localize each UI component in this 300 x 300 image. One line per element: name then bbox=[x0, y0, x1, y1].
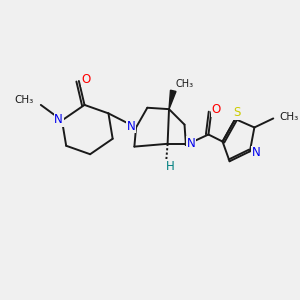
Text: CH₃: CH₃ bbox=[176, 79, 194, 89]
Text: N: N bbox=[54, 113, 63, 126]
Text: CH₃: CH₃ bbox=[14, 95, 34, 105]
Text: N: N bbox=[187, 137, 195, 150]
Text: N: N bbox=[252, 146, 260, 159]
Polygon shape bbox=[169, 90, 176, 109]
Text: O: O bbox=[81, 73, 91, 86]
Text: H: H bbox=[166, 160, 175, 173]
Text: S: S bbox=[233, 106, 240, 119]
Text: CH₃: CH₃ bbox=[280, 112, 299, 122]
Text: O: O bbox=[212, 103, 221, 116]
Text: N: N bbox=[127, 120, 135, 133]
